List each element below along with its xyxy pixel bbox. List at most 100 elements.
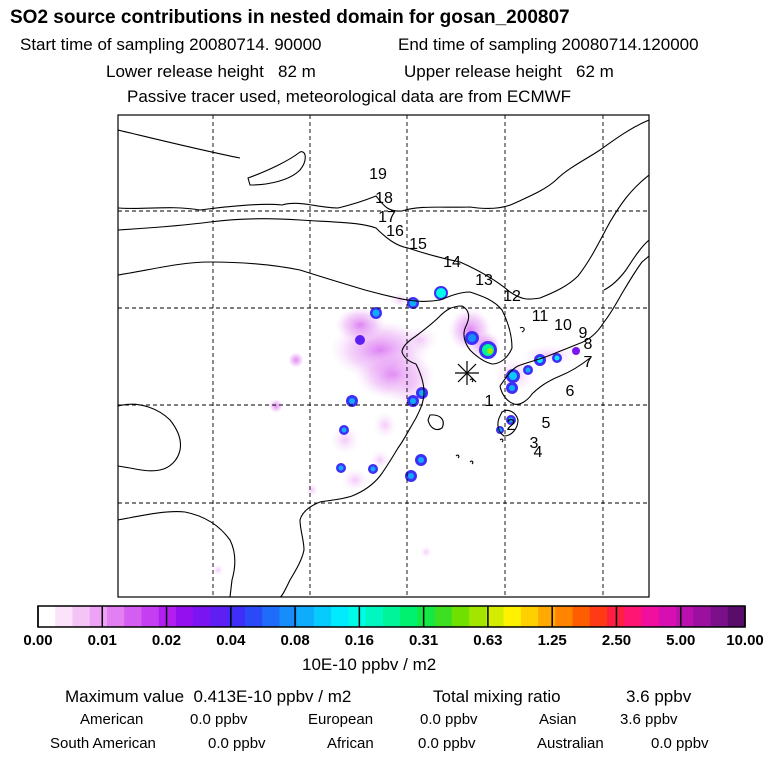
- hotspot: [370, 307, 382, 319]
- trajectory-label: 1: [485, 393, 494, 410]
- region-australian-label: Australian: [537, 735, 604, 752]
- colorbar-swatch: [555, 606, 574, 627]
- lat-lon-grid: [118, 115, 649, 597]
- colorbar-swatch: [106, 606, 125, 627]
- upper-release-label: Upper release height: [404, 62, 562, 81]
- region-european-label: European: [308, 711, 374, 728]
- colorbar-tick-label: 1.25: [537, 632, 567, 649]
- colorbar-swatch: [538, 606, 556, 627]
- upper-release: Upper release height 62 m: [404, 63, 614, 80]
- colorbar-tick-label: 2.50: [601, 632, 632, 649]
- colorbar-units: 10E-10 ppbv / m2: [302, 655, 437, 674]
- hotspot: [346, 395, 358, 407]
- trajectory-label: 18: [375, 190, 393, 207]
- colorbar-frame: [37, 605, 746, 628]
- trajectory-label: 3: [530, 435, 539, 452]
- trajectory-label: 9: [579, 325, 588, 342]
- trajectory-label: 6: [566, 383, 575, 400]
- region-european-value: 0.0 ppbv: [420, 711, 478, 728]
- colorbar-swatch: [589, 606, 608, 627]
- region-australian-value: 0.0 ppbv: [651, 735, 709, 752]
- colorbar-swatch: [313, 606, 332, 627]
- colorbar-swatch: [641, 606, 660, 627]
- region-asian-value: 3.6 ppbv: [620, 711, 678, 728]
- trajectory-label: 8: [584, 336, 593, 353]
- colorbar-swatch: [469, 606, 487, 627]
- lower-release-label: Lower release height: [106, 62, 264, 81]
- lower-release: Lower release height 82 m: [106, 63, 316, 80]
- max-value-number: 0.413E-10 ppbv / m2: [193, 687, 352, 706]
- chart-title: SO2 source contributions in nested domai…: [10, 7, 570, 28]
- colorbar-swatch: [124, 606, 142, 627]
- hotspot: [506, 382, 518, 394]
- max-value-label: Maximum value: [65, 687, 185, 706]
- colorbar-tick-label: 0.08: [280, 632, 310, 649]
- total-mixing-ratio: Total mixing ratio: [433, 688, 561, 705]
- region-asian-label: Asian: [539, 711, 577, 728]
- hotspot: [506, 369, 520, 383]
- trajectory-label: 12: [503, 288, 521, 305]
- start-time-label: Start time of sampling: [20, 35, 185, 54]
- colorbar-swatch: [158, 606, 177, 627]
- colorbar-tick-label: 0.02: [151, 632, 182, 649]
- trajectory-label: 4: [534, 444, 543, 461]
- colorbar-swatch: [262, 606, 280, 627]
- colorbar-swatch: [244, 606, 263, 627]
- trajectory-label: 13: [475, 272, 493, 289]
- lower-release-value: 82 m: [278, 62, 316, 81]
- colorbar-swatch: [451, 606, 470, 627]
- concentration-field: [212, 292, 580, 576]
- trajectory-label: 14: [443, 254, 461, 271]
- colorbar-swatch: [624, 606, 643, 627]
- colorbar-swatch: [296, 606, 315, 627]
- trajectory-label: 7: [584, 354, 593, 371]
- trajectory-label: 19: [369, 166, 387, 183]
- colorbar-swatch: [210, 606, 229, 627]
- colorbar-swatch: [693, 606, 712, 627]
- colorbar-swatch: [486, 606, 505, 627]
- trajectory-label: 16: [386, 223, 404, 240]
- region-american-label: American: [80, 711, 144, 728]
- trajectory-label: 10: [554, 317, 572, 334]
- hotspot: [407, 395, 419, 407]
- colorbar-swatch: [175, 606, 194, 627]
- start-time-value: 20080714. 90000: [189, 35, 322, 54]
- hotspot: [368, 464, 378, 474]
- colorbar-swatch: [434, 606, 453, 627]
- colorbar-swatch: [520, 606, 539, 627]
- colorbar-swatch: [348, 606, 367, 627]
- upper-release-value: 62 m: [576, 62, 614, 81]
- colorbar: [37, 605, 746, 628]
- region-south-american-value: 0.0 ppbv: [208, 735, 266, 752]
- colorbar-swatch: [193, 606, 211, 627]
- colorbar-tick-label: 0.00: [23, 632, 53, 649]
- hotspot: [572, 347, 580, 355]
- colorbar-swatch: [710, 606, 729, 627]
- colorbar-swatch: [55, 606, 73, 627]
- hotspot: [415, 454, 427, 466]
- total-mixing-ratio-label: Total mixing ratio: [433, 687, 561, 706]
- hotspot: [339, 425, 349, 435]
- hotspot: [407, 297, 419, 309]
- end-time-label: End time of sampling: [398, 35, 557, 54]
- colorbar-swatch: [279, 606, 298, 627]
- region-african-value: 0.0 ppbv: [418, 735, 476, 752]
- colorbar-swatch: [658, 606, 677, 627]
- hotspot: [434, 286, 448, 300]
- region-american-value: 0.0 ppbv: [190, 711, 248, 728]
- colorbar-swatch: [382, 606, 401, 627]
- colorbar-tick-label: 0.01: [87, 632, 117, 649]
- colorbar-tick-label: 0.16: [344, 632, 374, 649]
- trajectory-label: 15: [409, 236, 427, 253]
- hotspot: [506, 415, 516, 425]
- colorbar-swatch: [572, 606, 591, 627]
- colorbar-swatch: [38, 606, 56, 627]
- colorbar-swatch: [727, 606, 746, 627]
- hotspot: [552, 353, 562, 363]
- colorbar-tick-label: 10.00: [726, 632, 764, 649]
- hotspot: [416, 387, 428, 399]
- hotspot: [523, 365, 533, 375]
